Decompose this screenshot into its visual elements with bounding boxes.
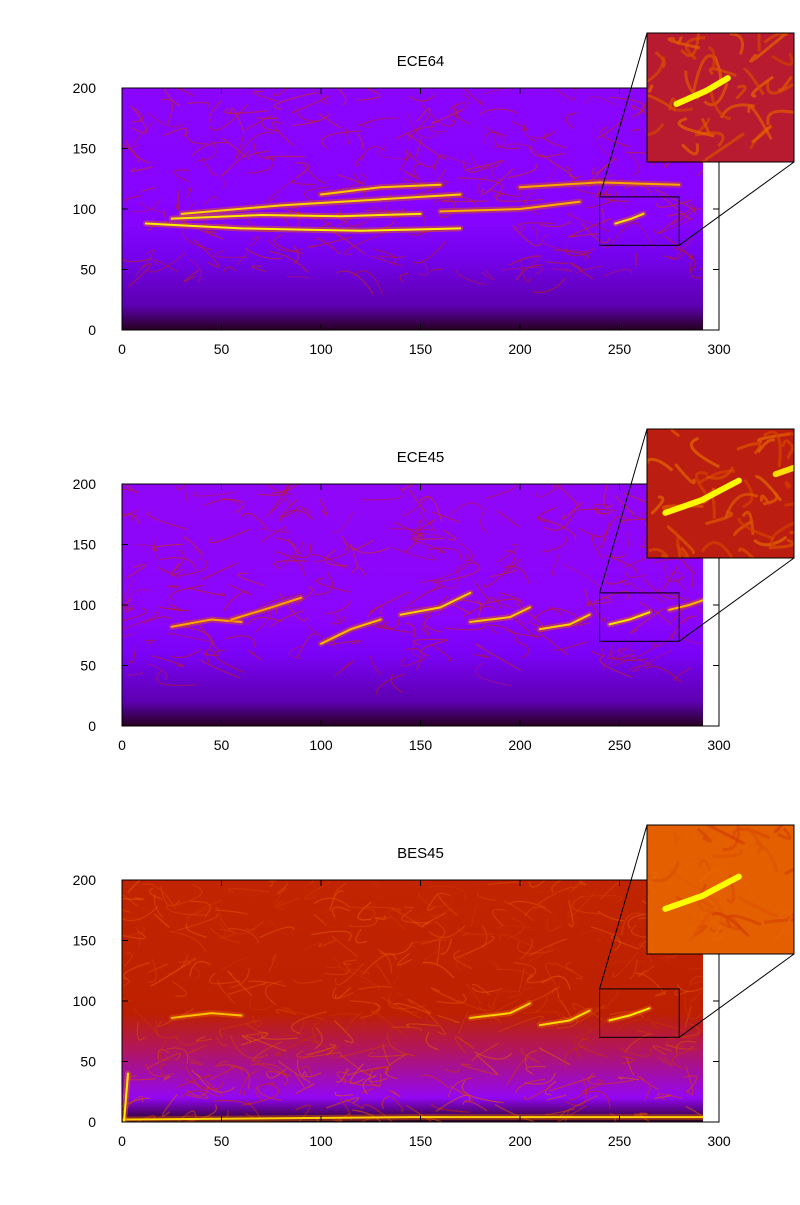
y-tick-label: 150 (73, 141, 97, 157)
y-tick-label: 100 (73, 201, 97, 217)
x-tick-label: 150 (409, 1133, 433, 1149)
x-tick-label: 150 (409, 737, 433, 753)
heatmap-texture (269, 859, 314, 881)
heatmap-texture (566, 68, 577, 91)
heatmap-texture (244, 1090, 245, 1096)
x-tick-label: 300 (707, 341, 731, 357)
x-tick-label: 300 (707, 1133, 731, 1149)
x-tick-label: 150 (409, 341, 433, 357)
y-tick-label: 200 (73, 476, 97, 492)
y-tick-label: 100 (73, 597, 97, 613)
x-tick-label: 50 (214, 1133, 230, 1149)
heatmap-texture (636, 253, 637, 268)
x-tick-label: 50 (214, 341, 230, 357)
y-tick-label: 0 (88, 718, 96, 734)
heatmap-texture (95, 468, 133, 490)
x-tick-label: 100 (309, 737, 333, 753)
x-tick-label: 200 (508, 341, 532, 357)
x-tick-label: 100 (309, 1133, 333, 1149)
y-tick-label: 200 (73, 872, 97, 888)
y-tick-label: 0 (88, 322, 96, 338)
inset-texture (703, 161, 740, 184)
heatmap (92, 468, 713, 726)
chart-panel-2: ECE45 0 50 100 150 200 250 300 0 50 100 150 200 (0, 410, 800, 753)
x-tick-label: 100 (309, 341, 333, 357)
heatmap-background (122, 484, 703, 726)
x-tick-label: 0 (118, 737, 126, 753)
heatmap-texture (375, 917, 391, 918)
x-tick-label: 200 (508, 1133, 532, 1149)
x-tick-label: 250 (608, 341, 632, 357)
inset-ridge-6 (500, 0, 794, 7)
inset-ridge-3 (0, 27, 390, 79)
heatmap (101, 859, 722, 1138)
chart-panel-3: BES45 0 50 100 150 200 250 300 0 50 100 150 200 (0, 817, 800, 1180)
x-tick-label: 300 (707, 737, 731, 753)
chart-panel-1: ECE64 0 50 100 150 200 250 300 0 50 100 150 200 (0, 0, 797, 357)
inset-texture (794, 888, 800, 893)
x-tick-label: 50 (214, 737, 230, 753)
x-tick-label: 200 (508, 737, 532, 753)
y-tick-label: 0 (88, 1114, 96, 1130)
y-tick-label: 100 (73, 993, 97, 1009)
chart-title: ECE45 (397, 449, 445, 466)
x-tick-label: 0 (118, 1133, 126, 1149)
inset-ridge-4 (280, 429, 409, 487)
x-tick-label: 0 (118, 341, 126, 357)
y-tick-label: 50 (80, 1054, 96, 1070)
x-tick-label: 250 (608, 737, 632, 753)
inset-ridge-5 (0, 1167, 800, 1173)
inset-ridge-4 (133, 1, 354, 27)
y-tick-label: 200 (73, 80, 97, 96)
y-tick-label: 150 (73, 933, 97, 949)
heatmap (120, 68, 735, 330)
heatmap-texture (404, 907, 413, 908)
y-tick-label: 50 (80, 262, 96, 278)
y-tick-label: 150 (73, 537, 97, 553)
heatmap-texture (702, 190, 717, 206)
inset-texture (615, 442, 649, 465)
inset-ridge-5 (353, 46, 610, 72)
y-tick-label: 50 (80, 658, 96, 674)
x-tick-label: 250 (608, 1133, 632, 1149)
chart-title: BES45 (397, 845, 444, 862)
chart-title: ECE64 (397, 53, 445, 70)
